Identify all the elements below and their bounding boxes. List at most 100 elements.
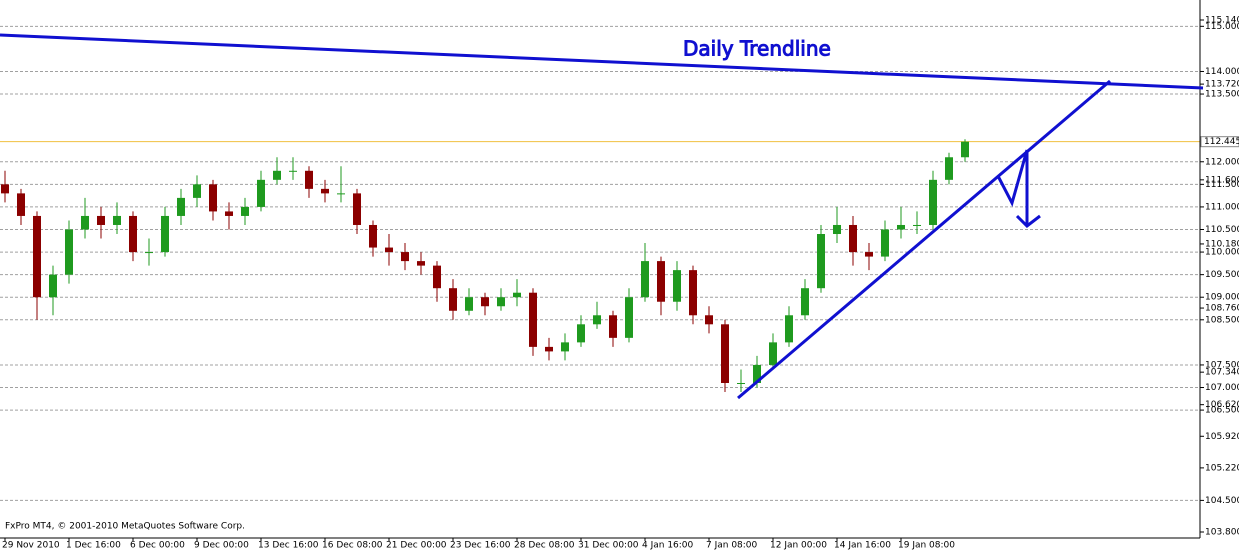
y-tick-label: 106.620 — [1205, 400, 1239, 410]
y-tick-label: 113.720 — [1205, 80, 1239, 90]
annotation-title: Daily Trendline — [683, 37, 831, 61]
y-tick-label: 111.000 — [1205, 202, 1239, 212]
candle-body — [545, 346, 553, 352]
candle-body — [929, 179, 937, 225]
candle-body — [1, 184, 9, 194]
candle-body — [161, 215, 169, 253]
candle-body — [337, 193, 345, 195]
candle-body — [321, 188, 329, 194]
candle-body — [241, 206, 249, 216]
x-tick-label: 7 Jan 08:00 — [706, 541, 758, 551]
candle-body — [593, 315, 601, 325]
up-trendline — [737, 79, 1111, 400]
y-tick-label: 115.000 — [1205, 22, 1239, 32]
candle-body — [385, 247, 393, 253]
candle-body — [145, 252, 153, 254]
x-tick-label: 13 Dec 16:00 — [258, 541, 319, 551]
y-tick-label: 107.500 — [1205, 360, 1239, 370]
x-tick-label: 12 Jan 00:00 — [770, 541, 827, 551]
y-tick-label: 103.800 — [1205, 527, 1239, 537]
y-tick-label: 110.180 — [1205, 239, 1239, 249]
y-tick-label: 112.000 — [1205, 157, 1239, 167]
candle-body — [289, 170, 297, 172]
candle-body — [577, 324, 585, 343]
candle-body — [97, 215, 105, 225]
y-tick-label: 105.920 — [1205, 432, 1239, 442]
candle-body — [369, 224, 377, 248]
x-tick-label: 29 Nov 2010 — [2, 541, 60, 551]
candle-body — [961, 141, 969, 158]
candle-body — [513, 292, 521, 298]
candle-body — [529, 292, 537, 347]
candle-body — [897, 224, 905, 230]
candle-body — [273, 170, 281, 180]
candle-body — [113, 215, 121, 225]
candle-body — [33, 215, 41, 298]
y-tick-label: 108.760 — [1205, 304, 1239, 314]
y-tick-label: 111.500 — [1205, 180, 1239, 190]
candle-body — [817, 234, 825, 289]
candle-body — [785, 315, 793, 343]
y-tick-label: 104.500 — [1205, 496, 1239, 506]
candles — [1, 139, 969, 393]
y-tick-label: 110.500 — [1205, 225, 1239, 235]
candle-body — [849, 224, 857, 253]
candle-body — [433, 265, 441, 289]
candle-body — [225, 211, 233, 216]
candle-body — [49, 274, 57, 298]
current-price-box — [1200, 136, 1239, 148]
candle-body — [801, 288, 809, 316]
candle-body — [129, 215, 137, 253]
candle-body — [497, 297, 505, 307]
candle-body — [17, 193, 25, 216]
y-tick-label: 106.500 — [1205, 406, 1239, 416]
y-tick-label: 110.000 — [1205, 248, 1239, 258]
x-tick-label: 23 Dec 16:00 — [450, 541, 511, 551]
candle-body — [257, 179, 265, 207]
x-tick-label: 31 Dec 00:00 — [578, 541, 639, 551]
y-tick-label: 105.220 — [1205, 463, 1239, 473]
candle-body — [881, 229, 889, 257]
drawings: Daily Trendline — [0, 33, 1204, 400]
candle-body — [865, 252, 873, 257]
candle-body — [769, 342, 777, 365]
x-tick-label: 19 Jan 08:00 — [898, 541, 955, 551]
pullback-arrow — [996, 149, 1029, 208]
x-tick-label: 9 Dec 00:00 — [194, 541, 249, 551]
x-tick-label: 28 Dec 08:00 — [514, 541, 575, 551]
x-tick-label: 21 Dec 00:00 — [386, 541, 447, 551]
candle-body — [353, 193, 361, 225]
y-tick-label: 109.000 — [1205, 293, 1239, 303]
x-tick-label: 4 Jan 16:00 — [642, 541, 694, 551]
candle-body — [737, 383, 745, 385]
candle-body — [305, 170, 313, 189]
y-tick-label: 109.500 — [1205, 270, 1239, 280]
y-tick-label: 111.600 — [1205, 175, 1239, 185]
candle-body — [945, 157, 953, 180]
candle-body — [913, 224, 921, 226]
candle-body — [641, 261, 649, 298]
candle-body — [609, 315, 617, 338]
x-tick-label: 16 Dec 08:00 — [322, 541, 383, 551]
current-price-label: 112.445 — [1204, 137, 1239, 147]
candle-body — [561, 342, 569, 352]
candle-body — [193, 184, 201, 198]
y-tick-label: 113.500 — [1205, 90, 1239, 100]
candle-body — [417, 261, 425, 266]
y-tick-label: 115.140 — [1205, 16, 1239, 26]
candle-body — [705, 315, 713, 325]
down-arrow-head — [1015, 214, 1041, 228]
footer: FxPro MT4, © 2001-2010 MetaQuotes Softwa… — [5, 522, 245, 532]
candle-body — [689, 270, 697, 316]
candle-body — [625, 297, 633, 338]
candle-body — [833, 224, 841, 235]
candle-body — [81, 215, 89, 230]
daily-trendline — [0, 33, 1204, 90]
candle-body — [721, 324, 729, 384]
candle-body — [753, 364, 761, 384]
candle-body — [481, 297, 489, 307]
x-tick-label: 14 Jan 16:00 — [834, 541, 891, 551]
